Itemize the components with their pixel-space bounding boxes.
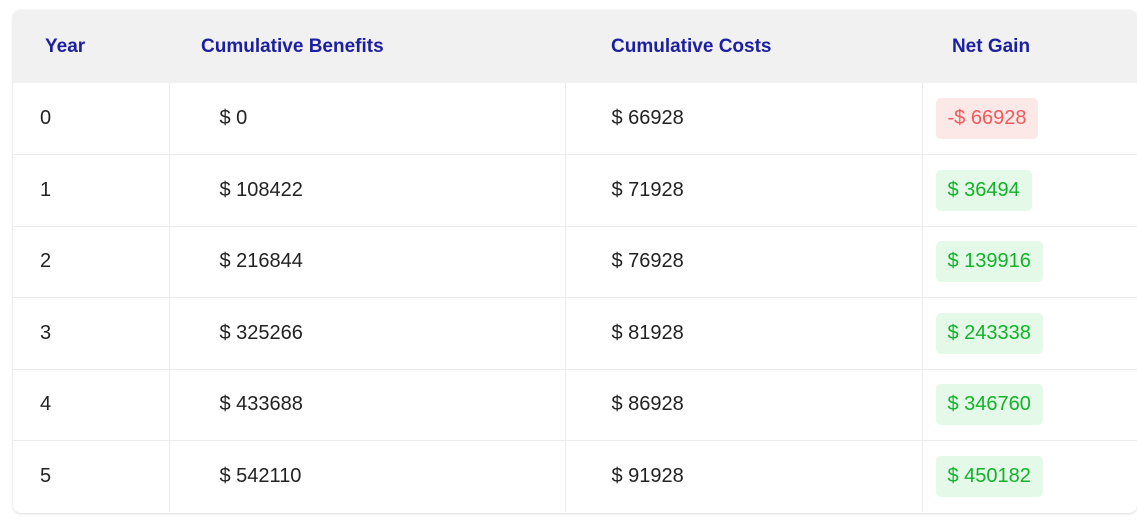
cell-costs: $ 86928 xyxy=(564,369,922,441)
cell-costs: $ 91928 xyxy=(564,440,922,512)
cell-net-gain: $ 450182 xyxy=(921,440,1137,512)
cell-net-gain: $ 139916 xyxy=(921,226,1137,298)
cell-benefits: $ 433688 xyxy=(168,369,565,441)
cell-costs: $ 81928 xyxy=(564,297,922,369)
table-row: 4 $ 433688 $ 86928 $ 346760 xyxy=(13,369,1137,441)
table-row: 2 $ 216844 $ 76928 $ 139916 xyxy=(13,226,1137,298)
header-cumulative-benefits: Cumulative Benefits xyxy=(201,35,384,57)
header-row: Year Cumulative Benefits Cumulative Cost… xyxy=(13,10,1137,83)
table-body: 0 $ 0 $ 66928 -$ 66928 1 $ 108422 $ 7192… xyxy=(13,83,1137,512)
table-row: 3 $ 325266 $ 81928 $ 243338 xyxy=(13,297,1137,369)
header-year: Year xyxy=(45,35,86,57)
cell-benefits: $ 542110 xyxy=(168,440,565,512)
cell-net-gain: $ 36494 xyxy=(921,154,1137,226)
cell-benefits: $ 0 xyxy=(168,83,565,155)
net-gain-badge: $ 450182 xyxy=(935,456,1043,497)
cell-year: 0 xyxy=(40,107,52,129)
table-row: 5 $ 542110 $ 91928 $ 450182 xyxy=(13,440,1137,512)
cell-benefits: $ 216844 xyxy=(168,226,565,298)
net-gain-badge: $ 243338 xyxy=(935,312,1043,354)
cell-year: 3 xyxy=(40,321,52,344)
net-gain-badge: $ 36494 xyxy=(935,169,1032,211)
header-cumulative-costs: Cumulative Costs xyxy=(611,35,772,57)
cell-net-gain: $ 243338 xyxy=(921,297,1137,369)
table-row: 0 $ 0 $ 66928 -$ 66928 xyxy=(13,83,1137,155)
roi-table: Year Cumulative Benefits Cumulative Cost… xyxy=(13,10,1137,512)
cell-costs: $ 76928 xyxy=(564,226,922,298)
cell-costs: $ 66928 xyxy=(564,83,922,155)
cell-year: 2 xyxy=(40,250,52,273)
cell-benefits: $ 108422 xyxy=(168,154,565,226)
cell-year: 5 xyxy=(40,465,52,487)
table-row: 1 $ 108422 $ 71928 $ 36494 xyxy=(13,154,1137,226)
net-gain-badge: $ 346760 xyxy=(935,384,1043,426)
cell-benefits: $ 325266 xyxy=(168,297,565,369)
net-gain-badge: -$ 66928 xyxy=(935,98,1039,139)
roi-table-card: Year Cumulative Benefits Cumulative Cost… xyxy=(13,10,1137,513)
cell-net-gain: $ 346760 xyxy=(921,369,1137,441)
cell-year: 1 xyxy=(40,178,52,201)
table-header: Year Cumulative Benefits Cumulative Cost… xyxy=(13,10,1137,83)
net-gain-badge: $ 139916 xyxy=(935,241,1043,283)
cell-costs: $ 71928 xyxy=(564,154,922,226)
cell-year: 4 xyxy=(40,393,52,416)
header-net-gain: Net Gain xyxy=(951,35,1031,57)
cell-net-gain: -$ 66928 xyxy=(921,83,1137,155)
